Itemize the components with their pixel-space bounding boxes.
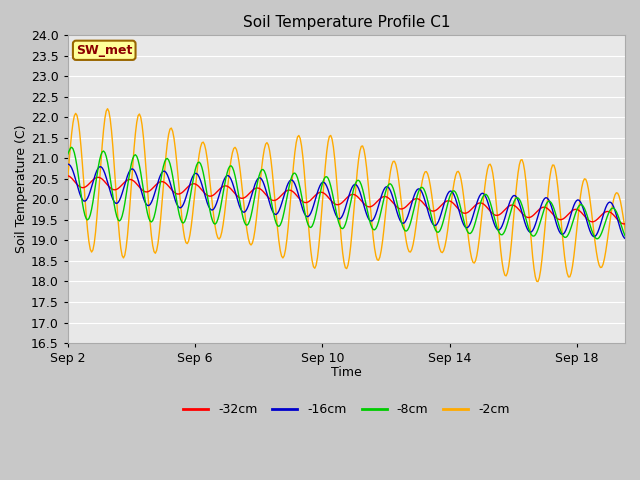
Text: SW_met: SW_met	[76, 44, 132, 57]
Y-axis label: Soil Temperature (C): Soil Temperature (C)	[15, 125, 28, 253]
X-axis label: Time: Time	[331, 366, 362, 379]
Legend: -32cm, -16cm, -8cm, -2cm: -32cm, -16cm, -8cm, -2cm	[178, 398, 515, 421]
Title: Soil Temperature Profile C1: Soil Temperature Profile C1	[243, 15, 450, 30]
